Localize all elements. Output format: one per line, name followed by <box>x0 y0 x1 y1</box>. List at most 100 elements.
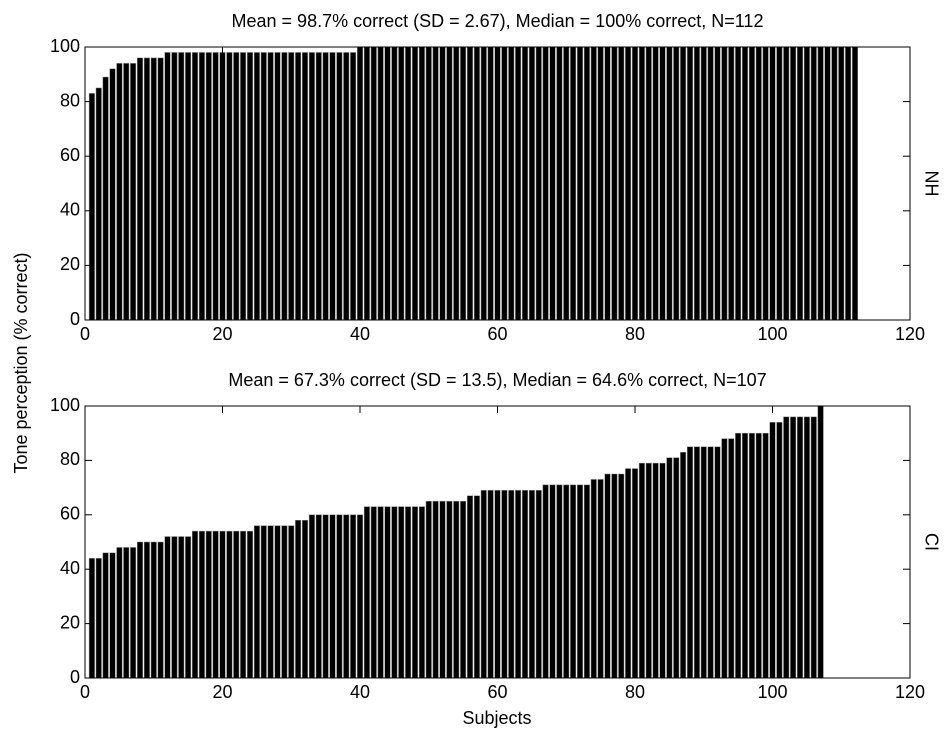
x-tick-label: 100 <box>757 324 787 344</box>
bar <box>253 525 260 679</box>
bar <box>295 519 302 679</box>
bar <box>164 52 171 321</box>
bar <box>219 530 226 679</box>
bar <box>212 52 219 321</box>
bar <box>391 46 398 321</box>
bar <box>515 46 522 321</box>
bar <box>810 416 817 679</box>
bar <box>542 46 549 321</box>
bar <box>604 46 611 321</box>
bar <box>329 52 336 321</box>
bar <box>810 46 817 321</box>
bar <box>137 57 143 321</box>
bar <box>604 473 611 679</box>
x-tick-label: 20 <box>212 324 232 344</box>
x-tick-label: 80 <box>625 682 645 702</box>
bar <box>247 530 253 679</box>
bar <box>198 52 205 321</box>
bar <box>769 422 776 679</box>
bar <box>783 416 790 679</box>
bar <box>178 52 185 321</box>
bar <box>453 500 460 679</box>
bar <box>680 46 687 321</box>
bar <box>487 490 494 679</box>
bar <box>425 46 432 321</box>
bar <box>226 530 233 679</box>
bar <box>693 446 700 679</box>
bar <box>377 506 384 679</box>
bar <box>439 46 446 321</box>
bar <box>363 46 370 321</box>
bar <box>88 558 95 679</box>
bar <box>150 541 157 679</box>
bar <box>528 46 535 321</box>
bar <box>288 52 295 321</box>
bar <box>577 484 583 679</box>
bar <box>281 52 288 321</box>
bar <box>494 490 501 679</box>
bar <box>137 541 143 679</box>
bar <box>625 468 632 679</box>
bar <box>343 514 350 679</box>
bar <box>473 46 480 321</box>
bar <box>638 46 645 321</box>
bar <box>714 46 721 321</box>
bar <box>742 432 748 679</box>
bar <box>363 506 370 679</box>
bar <box>123 547 130 679</box>
bar <box>549 46 556 321</box>
bar <box>735 46 742 321</box>
bar <box>357 46 363 321</box>
bar <box>460 46 467 321</box>
bar <box>570 46 577 321</box>
bar <box>769 46 776 321</box>
bar <box>721 438 728 679</box>
bar <box>707 446 714 679</box>
bar <box>494 46 501 321</box>
bar <box>480 490 487 679</box>
bar <box>391 506 398 679</box>
bar <box>412 46 418 321</box>
bar <box>666 457 673 679</box>
bar <box>797 46 803 321</box>
bar <box>171 52 178 321</box>
bar <box>776 422 783 679</box>
y-tick-label: 60 <box>60 145 80 165</box>
bar <box>590 46 597 321</box>
bar <box>343 52 350 321</box>
bar <box>776 46 783 321</box>
bar <box>611 473 618 679</box>
bar <box>88 93 95 321</box>
bar <box>185 536 192 679</box>
bar <box>570 484 577 679</box>
bar <box>542 484 549 679</box>
bar <box>95 558 102 679</box>
bar <box>522 46 528 321</box>
bar <box>535 46 542 321</box>
bar <box>446 46 453 321</box>
bar <box>240 530 247 679</box>
bar <box>522 490 528 679</box>
bar <box>405 506 412 679</box>
bar <box>721 46 728 321</box>
bar <box>308 52 315 321</box>
bar <box>116 547 123 679</box>
bar <box>645 46 652 321</box>
bar <box>185 52 192 321</box>
bar <box>192 52 198 321</box>
bar <box>714 446 721 679</box>
bar <box>549 484 556 679</box>
bar <box>384 506 391 679</box>
bar <box>618 473 625 679</box>
bar <box>824 46 831 321</box>
bar <box>370 506 377 679</box>
bar <box>680 451 687 679</box>
bar <box>645 462 652 679</box>
bar <box>852 46 858 321</box>
x-tick-label: 60 <box>487 324 507 344</box>
bar <box>130 63 137 321</box>
bar <box>164 536 171 679</box>
bar <box>803 46 810 321</box>
bar <box>611 46 618 321</box>
y-tick-label: 100 <box>50 395 80 415</box>
